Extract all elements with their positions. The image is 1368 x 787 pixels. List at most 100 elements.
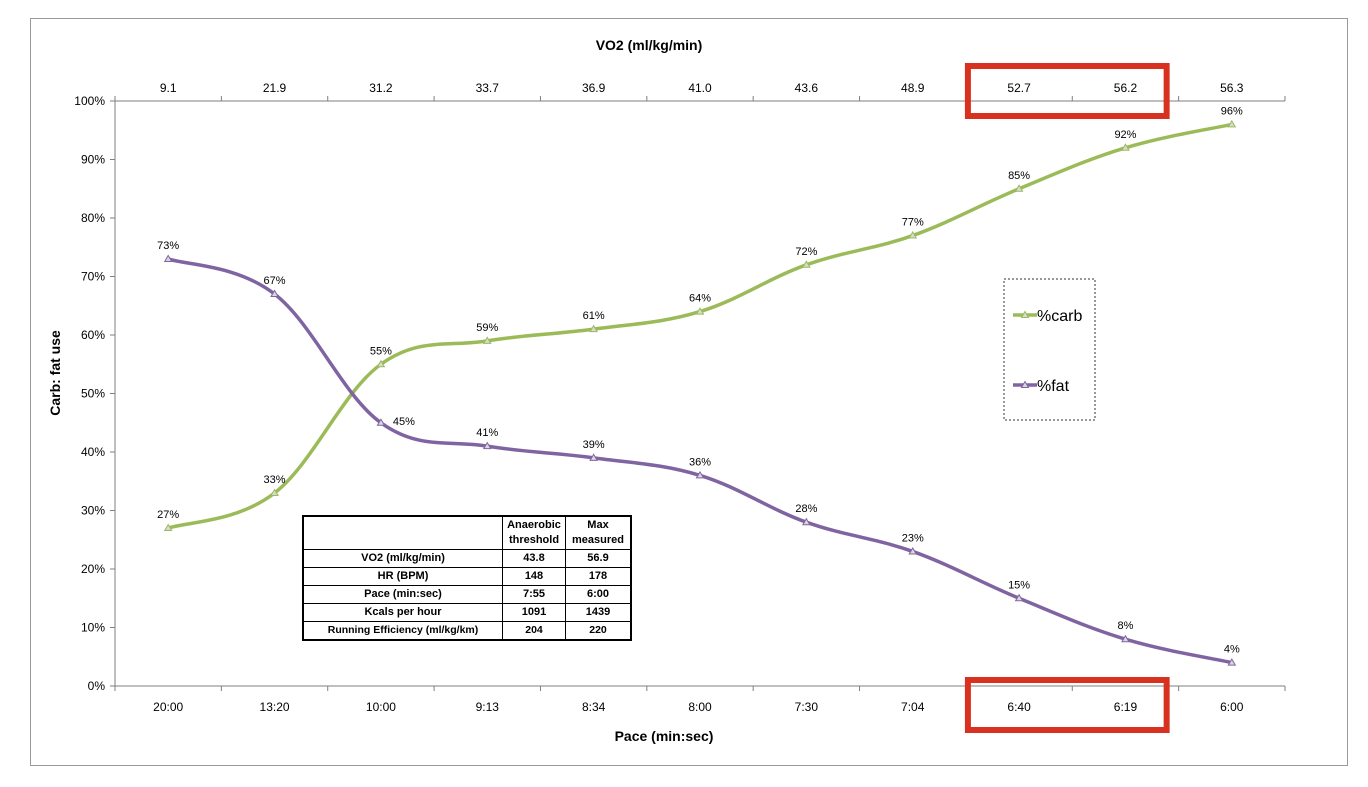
data-label-carb: 96% (1221, 105, 1243, 117)
table-header-anaerobic-threshold: Anaerobic threshold (502, 515, 566, 550)
y-tick-label: 10% (81, 621, 105, 635)
data-point-carb (589, 324, 599, 333)
table-cell: 1439 (565, 603, 632, 622)
data-point-carb (695, 307, 705, 315)
table-cell: 43.8 (502, 549, 566, 568)
data-label-carb: 55% (370, 345, 392, 357)
data-label-carb: 92% (1114, 129, 1136, 141)
table-cell: 56.9 (565, 549, 632, 568)
data-label-fat: 23% (902, 532, 924, 544)
data-label-fat: 39% (583, 439, 605, 451)
table-row: Running Efficiency (ml/kg/km) 204 220 (302, 621, 632, 641)
top-tick-label: 36.9 (582, 81, 606, 95)
header-line: Anaerobic (507, 519, 561, 531)
x-tick-label: 7:30 (795, 700, 819, 714)
series-line-fat (166, 257, 1234, 665)
data-point-carb (1227, 119, 1237, 128)
table-row: HR (BPM) 148 178 (302, 567, 632, 586)
top-tick-label: 56.2 (1114, 81, 1138, 95)
legend: %carb %fat (1003, 278, 1096, 421)
data-point-carb (1121, 143, 1130, 151)
data-point-fat (163, 254, 173, 262)
table-cell: 7:55 (502, 585, 566, 604)
y-tick-label: 0% (88, 679, 106, 693)
table-header-max-measured: Max measured (565, 515, 632, 550)
table-row: VO2 (ml/kg/min) 43.8 56.9 (302, 549, 632, 568)
data-label-fat: 67% (264, 275, 286, 287)
top-tick-label: 21.9 (263, 81, 287, 95)
x-tick-label: 8:00 (688, 700, 712, 714)
table-header-metric (302, 515, 503, 550)
table-cell: VO2 (ml/kg/min) (302, 549, 503, 568)
y-tick-label: 80% (81, 211, 105, 225)
table-cell: 1091 (502, 603, 566, 622)
legend-label-carb: %carb (1037, 308, 1082, 325)
y-tick-label: 70% (81, 270, 105, 284)
data-point-fat (1121, 634, 1130, 643)
chart-frame (30, 18, 1348, 766)
legend-marker-carb (1020, 310, 1030, 318)
top-tick-label: 56.3 (1220, 81, 1244, 95)
y-tick-label: 90% (81, 153, 105, 167)
y-axis-title: Carb: fat use (47, 330, 63, 416)
y-tick-label: 60% (81, 328, 105, 342)
y-tick-label: 20% (81, 562, 105, 576)
top-tick-label: 33.7 (476, 81, 500, 95)
data-label-carb: 85% (1008, 170, 1030, 182)
data-point-carb (908, 231, 918, 239)
x-axis-title: Pace (min:sec) (615, 728, 714, 744)
table-cell: Pace (min:sec) (302, 585, 503, 604)
top-tick-label: 48.9 (901, 81, 925, 95)
data-label-fat: 28% (795, 503, 817, 515)
x-tick-label: 20:00 (153, 700, 183, 714)
legend-box (1003, 278, 1096, 421)
data-label-fat: 4% (1224, 644, 1240, 656)
data-label-fat: 45% (393, 416, 415, 428)
x-tick-label: 8:34 (582, 700, 606, 714)
table-row: Pace (min:sec) 7:55 6:00 (302, 585, 632, 604)
data-point-carb (482, 336, 492, 344)
data-label-carb: 61% (583, 310, 605, 322)
data-point-fat (482, 441, 492, 450)
data-point-carb (270, 488, 279, 496)
table-cell: 6:00 (565, 585, 632, 604)
x-tick-label: 13:20 (260, 700, 290, 714)
top-tick-label: 41.0 (688, 81, 712, 95)
data-point-fat (1014, 593, 1024, 602)
data-label-carb: 72% (795, 246, 817, 258)
data-label-fat: 15% (1008, 579, 1030, 591)
header-line: threshold (508, 534, 560, 546)
table-cell: 204 (502, 621, 566, 641)
table-row: Kcals per hour 1091 1439 (302, 603, 632, 622)
top-tick-label: 43.6 (795, 81, 819, 95)
top-tick-label: 9.1 (160, 81, 177, 95)
x-tick-label: 7:04 (901, 700, 925, 714)
table-cell: 148 (502, 567, 566, 586)
data-point-carb (163, 523, 173, 532)
x-tick-label: 6:19 (1114, 700, 1138, 714)
data-label-fat: 41% (476, 427, 498, 439)
data-point-fat (589, 453, 599, 461)
data-point-fat (801, 517, 811, 526)
y-tick-label: 50% (81, 387, 105, 401)
x-tick-label: 6:00 (1220, 700, 1244, 714)
data-point-fat (376, 418, 386, 426)
x-tick-label: 10:00 (366, 700, 396, 714)
header-line: measured (572, 534, 624, 546)
table-cell: 220 (565, 621, 632, 641)
data-label-carb: 77% (902, 217, 924, 229)
table-cell: Kcals per hour (302, 603, 503, 622)
data-point-fat (1227, 658, 1237, 666)
data-point-carb (376, 359, 386, 368)
data-point-fat (270, 289, 279, 298)
data-label-carb: 33% (264, 474, 286, 486)
data-label-carb: 59% (476, 322, 498, 334)
x-tick-label: 9:13 (476, 700, 500, 714)
stats-table: Anaerobic threshold Max measured VO2 (ml/k… (302, 515, 632, 641)
data-point-fat (695, 470, 705, 479)
y-tick-label: 40% (81, 445, 105, 459)
highlight-box-top (964, 63, 1170, 119)
y-tick-label: 30% (81, 504, 105, 518)
table-cell: Running Efficiency (ml/kg/km) (302, 621, 503, 641)
